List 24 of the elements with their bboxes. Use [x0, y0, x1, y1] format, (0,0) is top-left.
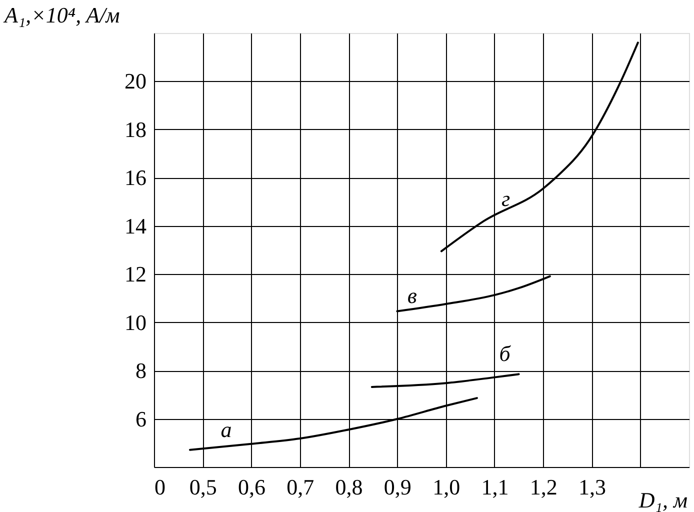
x-tick-label: 0	[154, 474, 166, 500]
series-label: г	[501, 186, 510, 212]
x-tick-label: 0,7	[286, 474, 314, 500]
x-tick-label: 0,8	[335, 474, 363, 500]
y-tick-label: 16	[124, 165, 146, 190]
y-tick-label: 14	[124, 213, 146, 238]
series-label: в	[407, 283, 418, 308]
y-tick-label: 6	[136, 406, 146, 432]
y-tick-label: 18	[124, 116, 146, 142]
y-tick-label: 10	[124, 310, 146, 335]
x-axis-title: D₁, м	[638, 488, 688, 512]
x-tick-label: 0,5	[189, 474, 217, 500]
x-tick-label: 1,2	[530, 474, 558, 500]
x-tick-label: 0,9	[384, 474, 412, 500]
y-axis-title: A₁,×10⁴, A/м	[2, 2, 120, 28]
y-tick-label: 8	[136, 358, 146, 384]
x-tick-label: 0,6	[238, 474, 266, 500]
series-label: а	[220, 416, 232, 442]
x-tick-label: 1,0	[432, 474, 460, 500]
y-tick-label: 12	[124, 262, 146, 287]
series-label: б	[499, 341, 512, 366]
x-tick-label: 1,3	[578, 474, 606, 500]
x-tick-label: 1,1	[481, 474, 509, 500]
y-tick-label: 20	[124, 68, 146, 94]
